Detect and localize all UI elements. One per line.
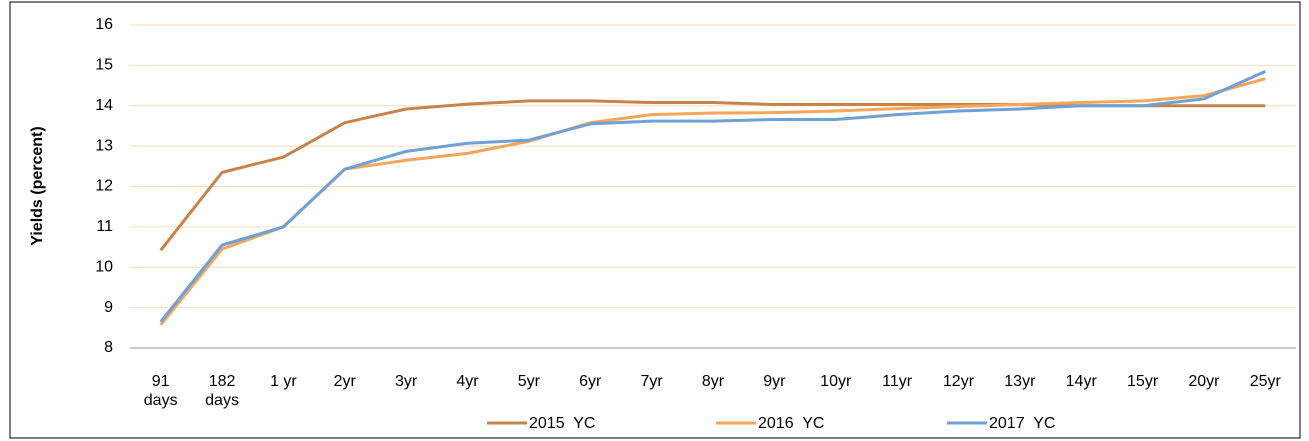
x-tick-label: 3yr xyxy=(395,373,418,390)
y-tick-label: 12 xyxy=(95,178,113,195)
y-tick-label: 9 xyxy=(104,299,113,316)
x-tick-label: 11yr xyxy=(882,373,913,390)
y-tick-label: 16 xyxy=(95,16,113,33)
x-tick-label: 4yr xyxy=(456,373,479,390)
series-line xyxy=(159,77,1266,326)
x-tick-label: 10yr xyxy=(820,373,852,390)
y-tick-label: 11 xyxy=(96,218,113,235)
y-axis-label: Yields (percent) xyxy=(29,126,46,245)
y-tick-label: 13 xyxy=(95,137,113,154)
x-tick-label: 13yr xyxy=(1004,373,1036,390)
x-tick-label: 9yr xyxy=(763,373,786,390)
x-tick-label: 1 yr xyxy=(270,373,297,390)
y-tick-label: 8 xyxy=(104,339,113,356)
x-tick-label: 5yr xyxy=(517,373,540,390)
x-tick-label: 8yr xyxy=(701,373,725,390)
x-tick-label: 25yr xyxy=(1249,373,1281,390)
x-tick-label: 7yr xyxy=(640,373,663,390)
x-tick-label: 15yr xyxy=(1127,373,1159,390)
x-tick-label: 91 days xyxy=(143,373,178,409)
x-tick-label: 14yr xyxy=(1065,373,1097,390)
legend-label: 2017 YC xyxy=(989,415,1055,432)
x-tick-label: 12yr xyxy=(942,373,975,390)
y-tick-label: 15 xyxy=(95,57,113,74)
legend-label: 2015 YC xyxy=(529,415,595,432)
legend-label: 2016 YC xyxy=(758,415,824,432)
x-tick-label: 20yr xyxy=(1188,373,1220,390)
x-tick-label: 2yr xyxy=(333,373,356,390)
y-tick-label: 14 xyxy=(95,97,113,114)
x-tick-label: 182 days xyxy=(205,373,239,409)
x-tick-label: 6yr xyxy=(579,373,602,390)
chart-border xyxy=(9,1,1301,439)
y-tick-label: 10 xyxy=(95,258,113,275)
series-line xyxy=(159,99,1266,252)
series-line xyxy=(159,70,1266,323)
